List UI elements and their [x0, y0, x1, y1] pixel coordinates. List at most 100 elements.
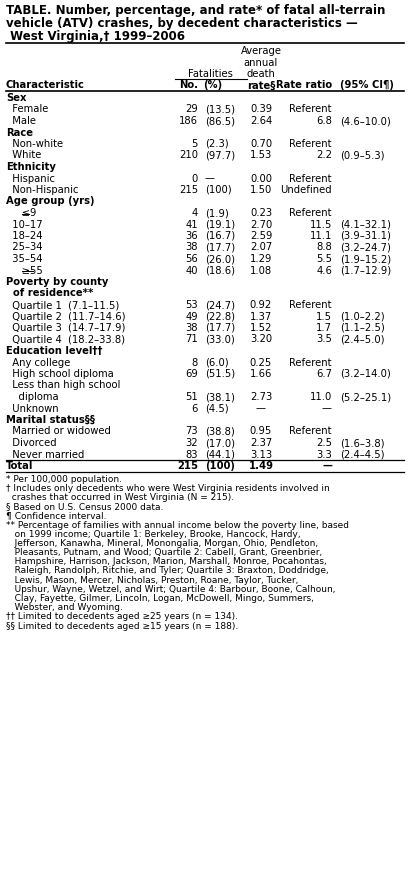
Text: 215: 215: [177, 461, 198, 471]
Text: 1.66: 1.66: [249, 369, 272, 379]
Text: (33.0): (33.0): [204, 335, 234, 344]
Text: (24.7): (24.7): [204, 300, 234, 310]
Text: 32: 32: [185, 438, 198, 448]
Text: crashes that occurred in West Virginia (N = 215).: crashes that occurred in West Virginia (…: [6, 492, 234, 502]
Text: (38.1): (38.1): [204, 392, 234, 402]
Text: Webster, and Wyoming.: Webster, and Wyoming.: [6, 603, 123, 612]
Text: vehicle (ATV) crashes, by decedent characteristics —: vehicle (ATV) crashes, by decedent chara…: [6, 17, 357, 30]
Text: (97.7): (97.7): [204, 151, 234, 160]
Text: (3.9–31.1): (3.9–31.1): [339, 231, 390, 241]
Text: Any college: Any college: [6, 358, 70, 367]
Text: †† Limited to decedents aged ≥25 years (n = 134).: †† Limited to decedents aged ≥25 years (…: [6, 612, 237, 621]
Text: (2.4–5.0): (2.4–5.0): [339, 335, 384, 344]
Text: 6.7: 6.7: [315, 369, 331, 379]
Text: death: death: [246, 69, 275, 79]
Text: (18.6): (18.6): [204, 265, 234, 276]
Text: 25–34: 25–34: [6, 242, 43, 253]
Text: (100): (100): [204, 185, 231, 195]
Text: (2.4–4.5): (2.4–4.5): [339, 449, 384, 460]
Text: (1.1–2.5): (1.1–2.5): [339, 323, 384, 333]
Text: Hampshire, Harrison, Jackson, Marion, Marshall, Monroe, Pocahontas,: Hampshire, Harrison, Jackson, Marion, Ma…: [6, 558, 326, 566]
Text: High school diploma: High school diploma: [6, 369, 113, 379]
Text: of residence**: of residence**: [6, 288, 93, 299]
Text: 3.3: 3.3: [315, 449, 331, 460]
Text: 10–17: 10–17: [6, 219, 43, 229]
Text: rate§: rate§: [246, 80, 274, 91]
Text: Quartile 4  (18.2–33.8): Quartile 4 (18.2–33.8): [6, 335, 125, 344]
Text: § Based on U.S. Census 2000 data.: § Based on U.S. Census 2000 data.: [6, 502, 163, 511]
Text: 69: 69: [185, 369, 198, 379]
Text: (1.0–2.2): (1.0–2.2): [339, 312, 384, 322]
Text: (19.1): (19.1): [204, 219, 234, 229]
Text: 11.5: 11.5: [309, 219, 331, 229]
Text: Less than high school: Less than high school: [6, 381, 120, 390]
Text: 49: 49: [185, 312, 198, 322]
Text: (6.0): (6.0): [204, 358, 228, 367]
Text: Referent: Referent: [289, 358, 331, 367]
Text: —: —: [204, 174, 214, 183]
Text: ** Percentage of families with annual income below the poverty line, based: ** Percentage of families with annual in…: [6, 521, 348, 529]
Text: (86.5): (86.5): [204, 116, 234, 126]
Text: Quartile 2  (11.7–14.6): Quartile 2 (11.7–14.6): [6, 312, 125, 322]
Text: (%): (%): [202, 80, 222, 91]
Text: 0.95: 0.95: [249, 426, 272, 436]
Text: 0.23: 0.23: [249, 208, 272, 218]
Text: (17.7): (17.7): [204, 323, 234, 333]
Text: annual: annual: [243, 57, 277, 68]
Text: 0.39: 0.39: [249, 105, 272, 115]
Text: (1.9): (1.9): [204, 208, 228, 218]
Text: Referent: Referent: [289, 300, 331, 310]
Text: Referent: Referent: [289, 426, 331, 436]
Text: West Virginia,† 1999–2006: West Virginia,† 1999–2006: [6, 30, 184, 43]
Text: 18–24: 18–24: [6, 231, 43, 241]
Text: (4.1–32.1): (4.1–32.1): [339, 219, 390, 229]
Text: 2.64: 2.64: [249, 116, 272, 126]
Text: 1.37: 1.37: [249, 312, 272, 322]
Text: ¶ Confidence interval.: ¶ Confidence interval.: [6, 511, 106, 521]
Text: (3.2–24.7): (3.2–24.7): [339, 242, 390, 253]
Text: (3.2–14.0): (3.2–14.0): [339, 369, 390, 379]
Text: 8: 8: [191, 358, 198, 367]
Text: (100): (100): [204, 461, 234, 471]
Text: §§ Limited to decedents aged ≥15 years (n = 188).: §§ Limited to decedents aged ≥15 years (…: [6, 622, 238, 631]
Text: diploma: diploma: [6, 392, 58, 402]
Text: 36: 36: [185, 231, 198, 241]
Text: White: White: [6, 151, 41, 160]
Text: (17.0): (17.0): [204, 438, 234, 448]
Text: Referent: Referent: [289, 139, 331, 149]
Text: Non-white: Non-white: [6, 139, 63, 149]
Text: Hispanic: Hispanic: [6, 174, 55, 183]
Text: Never married: Never married: [6, 449, 84, 460]
Text: 1.29: 1.29: [249, 254, 272, 264]
Text: 1.52: 1.52: [249, 323, 272, 333]
Text: 2.37: 2.37: [249, 438, 272, 448]
Text: Male: Male: [6, 116, 36, 126]
Text: Age group (yrs): Age group (yrs): [6, 196, 94, 206]
Text: 4: 4: [191, 208, 198, 218]
Text: 0: 0: [191, 174, 198, 183]
Text: Lewis, Mason, Mercer, Nicholas, Preston, Roane, Taylor, Tucker,: Lewis, Mason, Mercer, Nicholas, Preston,…: [6, 575, 298, 585]
Text: (38.8): (38.8): [204, 426, 234, 436]
Text: ≥55: ≥55: [6, 265, 43, 276]
Text: TABLE. Number, percentage, and rate* of fatal all-terrain: TABLE. Number, percentage, and rate* of …: [6, 4, 384, 17]
Text: (0.9–5.3): (0.9–5.3): [339, 151, 384, 160]
Text: Rate ratio: Rate ratio: [275, 80, 331, 91]
Text: 0.92: 0.92: [249, 300, 272, 310]
Text: —: —: [321, 461, 331, 471]
Text: 56: 56: [185, 254, 198, 264]
Text: 83: 83: [185, 449, 198, 460]
Text: 5.5: 5.5: [315, 254, 331, 264]
Text: 38: 38: [185, 242, 198, 253]
Text: 210: 210: [179, 151, 198, 160]
Text: 40: 40: [185, 265, 198, 276]
Text: Pleasants, Putnam, and Wood; Quartile 2: Cabell, Grant, Greenbrier,: Pleasants, Putnam, and Wood; Quartile 2:…: [6, 548, 321, 557]
Text: 1.5: 1.5: [315, 312, 331, 322]
Text: Clay, Fayette, Gilmer, Lincoln, Logan, McDowell, Mingo, Summers,: Clay, Fayette, Gilmer, Lincoln, Logan, M…: [6, 594, 313, 603]
Text: 2.70: 2.70: [249, 219, 272, 229]
Text: (16.7): (16.7): [204, 231, 234, 241]
Text: 3.20: 3.20: [249, 335, 272, 344]
Text: † Includes only decedents who were West Virginia residents involved in: † Includes only decedents who were West …: [6, 484, 329, 492]
Text: 11.0: 11.0: [309, 392, 331, 402]
Text: on 1999 income; Quartile 1: Berkeley, Brooke, Hancock, Hardy,: on 1999 income; Quartile 1: Berkeley, Br…: [6, 529, 300, 538]
Text: Poverty by county: Poverty by county: [6, 277, 108, 287]
